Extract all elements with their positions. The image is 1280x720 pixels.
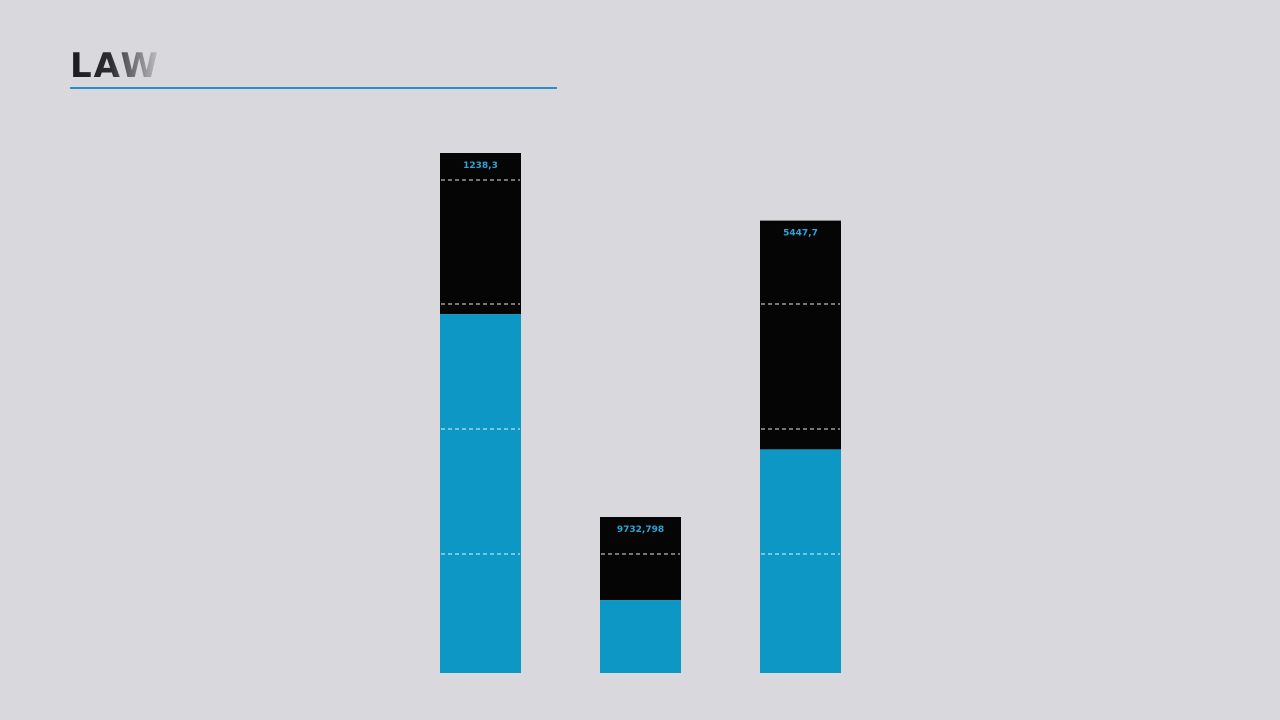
bar-segment-dark [600, 517, 681, 601]
bar-group: 5447,7 [760, 220, 841, 673]
bar-segment-dark [760, 220, 841, 450]
bar-value-label: 9732,798 [617, 525, 664, 535]
bar-group: 9732,798 [600, 517, 681, 673]
bars-layer: 1238,3 9732,798 5447,7 [440, 153, 841, 673]
bar-segment-blue [600, 600, 681, 673]
bar-segment-blue [760, 449, 841, 673]
bar-value-label: 5447,7 [783, 229, 818, 239]
bar-group: 1238,3 [440, 153, 521, 673]
bar-segment-blue [440, 314, 521, 673]
bar-segment-dark [440, 153, 521, 315]
title-underline [70, 87, 557, 89]
page-title: LAW [70, 46, 160, 86]
bar-value-label: 1238,3 [463, 161, 498, 171]
